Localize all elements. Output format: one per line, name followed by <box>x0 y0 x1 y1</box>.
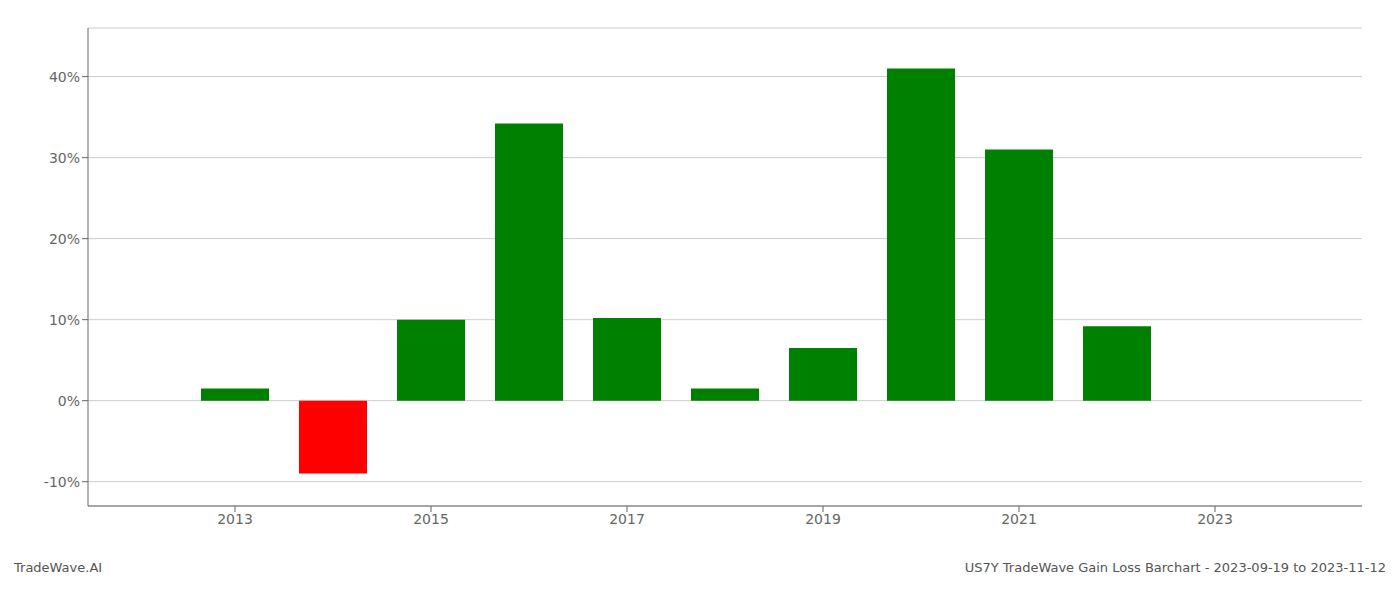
svg-text:2017: 2017 <box>609 511 645 527</box>
svg-text:2019: 2019 <box>805 511 841 527</box>
svg-text:2023: 2023 <box>1197 511 1233 527</box>
svg-text:2013: 2013 <box>217 511 253 527</box>
svg-text:30%: 30% <box>49 150 80 166</box>
svg-text:20%: 20% <box>49 231 80 247</box>
svg-text:40%: 40% <box>49 69 80 85</box>
svg-text:2021: 2021 <box>1001 511 1037 527</box>
svg-text:-10%: -10% <box>44 474 80 490</box>
svg-text:0%: 0% <box>58 393 80 409</box>
svg-text:2015: 2015 <box>413 511 449 527</box>
html-text:US7Y TradeWave Gain Loss Barch: US7Y TradeWave Gain Loss Barchart - 2023… <box>964 560 1386 575</box>
html-text:TradeWave.AI: TradeWave.AI <box>14 560 103 575</box>
svg-text:10%: 10% <box>49 312 80 328</box>
